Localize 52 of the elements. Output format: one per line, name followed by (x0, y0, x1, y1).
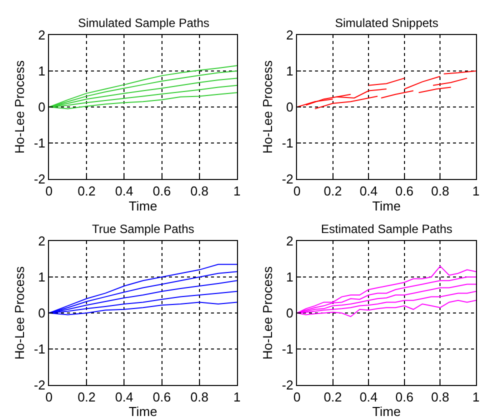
y-tick-label: 2 (38, 28, 46, 43)
y-tick-label: -1 (282, 342, 294, 357)
x-tick-label: 0.8 (431, 390, 450, 405)
x-tick-label: 0.2 (78, 390, 96, 405)
x-tick-label: 0.8 (190, 184, 208, 199)
x-tick-label: 0.6 (152, 390, 171, 405)
x-tick-label: 0.4 (115, 184, 134, 199)
y-tick-label: 2 (38, 234, 46, 249)
x-tick-label: 1 (233, 390, 241, 405)
y-tick-label: 0 (286, 100, 294, 115)
x-tick-label: 0.4 (360, 390, 378, 405)
chart-title: Simulated Snippets (335, 16, 438, 30)
x-axis-title: Time (128, 404, 158, 419)
x-tick-label: 0.6 (152, 184, 171, 199)
y-tick-label: -1 (282, 136, 294, 151)
y-tick-label: -2 (282, 172, 294, 187)
y-axis-title: Ho-Lee Process (12, 266, 27, 360)
y-tick-label: 1 (38, 64, 46, 79)
x-tick-label: 0.2 (324, 390, 342, 405)
y-tick-label: -1 (34, 136, 46, 151)
x-tick-label: 0.4 (115, 390, 134, 405)
x-tick-label: 0.2 (78, 184, 96, 199)
x-tick-label: 0.8 (431, 184, 450, 199)
x-axis-title: Time (372, 198, 401, 214)
x-tick-label: 1 (233, 184, 241, 199)
y-axis-title: Ho-Lee Process (260, 266, 275, 360)
x-tick-label: 1 (472, 184, 480, 199)
y-tick-label: -2 (34, 378, 46, 393)
y-tick-label: -2 (282, 378, 294, 393)
chart-title: Estimated Sample Paths (321, 222, 452, 236)
y-tick-label: 2 (286, 234, 294, 249)
x-axis-title: Time (128, 198, 158, 214)
y-tick-label: 1 (286, 270, 294, 285)
y-tick-label: 0 (38, 100, 46, 115)
y-tick-label: 1 (286, 64, 294, 79)
y-tick-label: 2 (286, 28, 294, 43)
x-tick-label: 0.8 (190, 390, 208, 405)
x-tick-label: 1 (472, 390, 480, 405)
y-axis-title: Ho-Lee Process (260, 60, 275, 154)
y-tick-label: 0 (38, 306, 46, 321)
chart-title: True Sample Paths (92, 222, 194, 236)
y-axis-title: Ho-Lee Process (12, 60, 27, 154)
x-tick-label: 0.6 (395, 390, 414, 405)
x-tick-label: 0.6 (395, 184, 414, 199)
x-tick-label: 0.2 (324, 184, 342, 199)
chart-title: Simulated Sample Paths (78, 16, 210, 30)
y-tick-label: -2 (34, 172, 46, 187)
y-tick-label: -1 (34, 342, 46, 357)
x-axis-title: Time (372, 404, 401, 419)
x-tick-label: 0.4 (360, 184, 378, 199)
y-tick-label: 0 (286, 306, 294, 321)
y-tick-label: 1 (38, 270, 46, 285)
